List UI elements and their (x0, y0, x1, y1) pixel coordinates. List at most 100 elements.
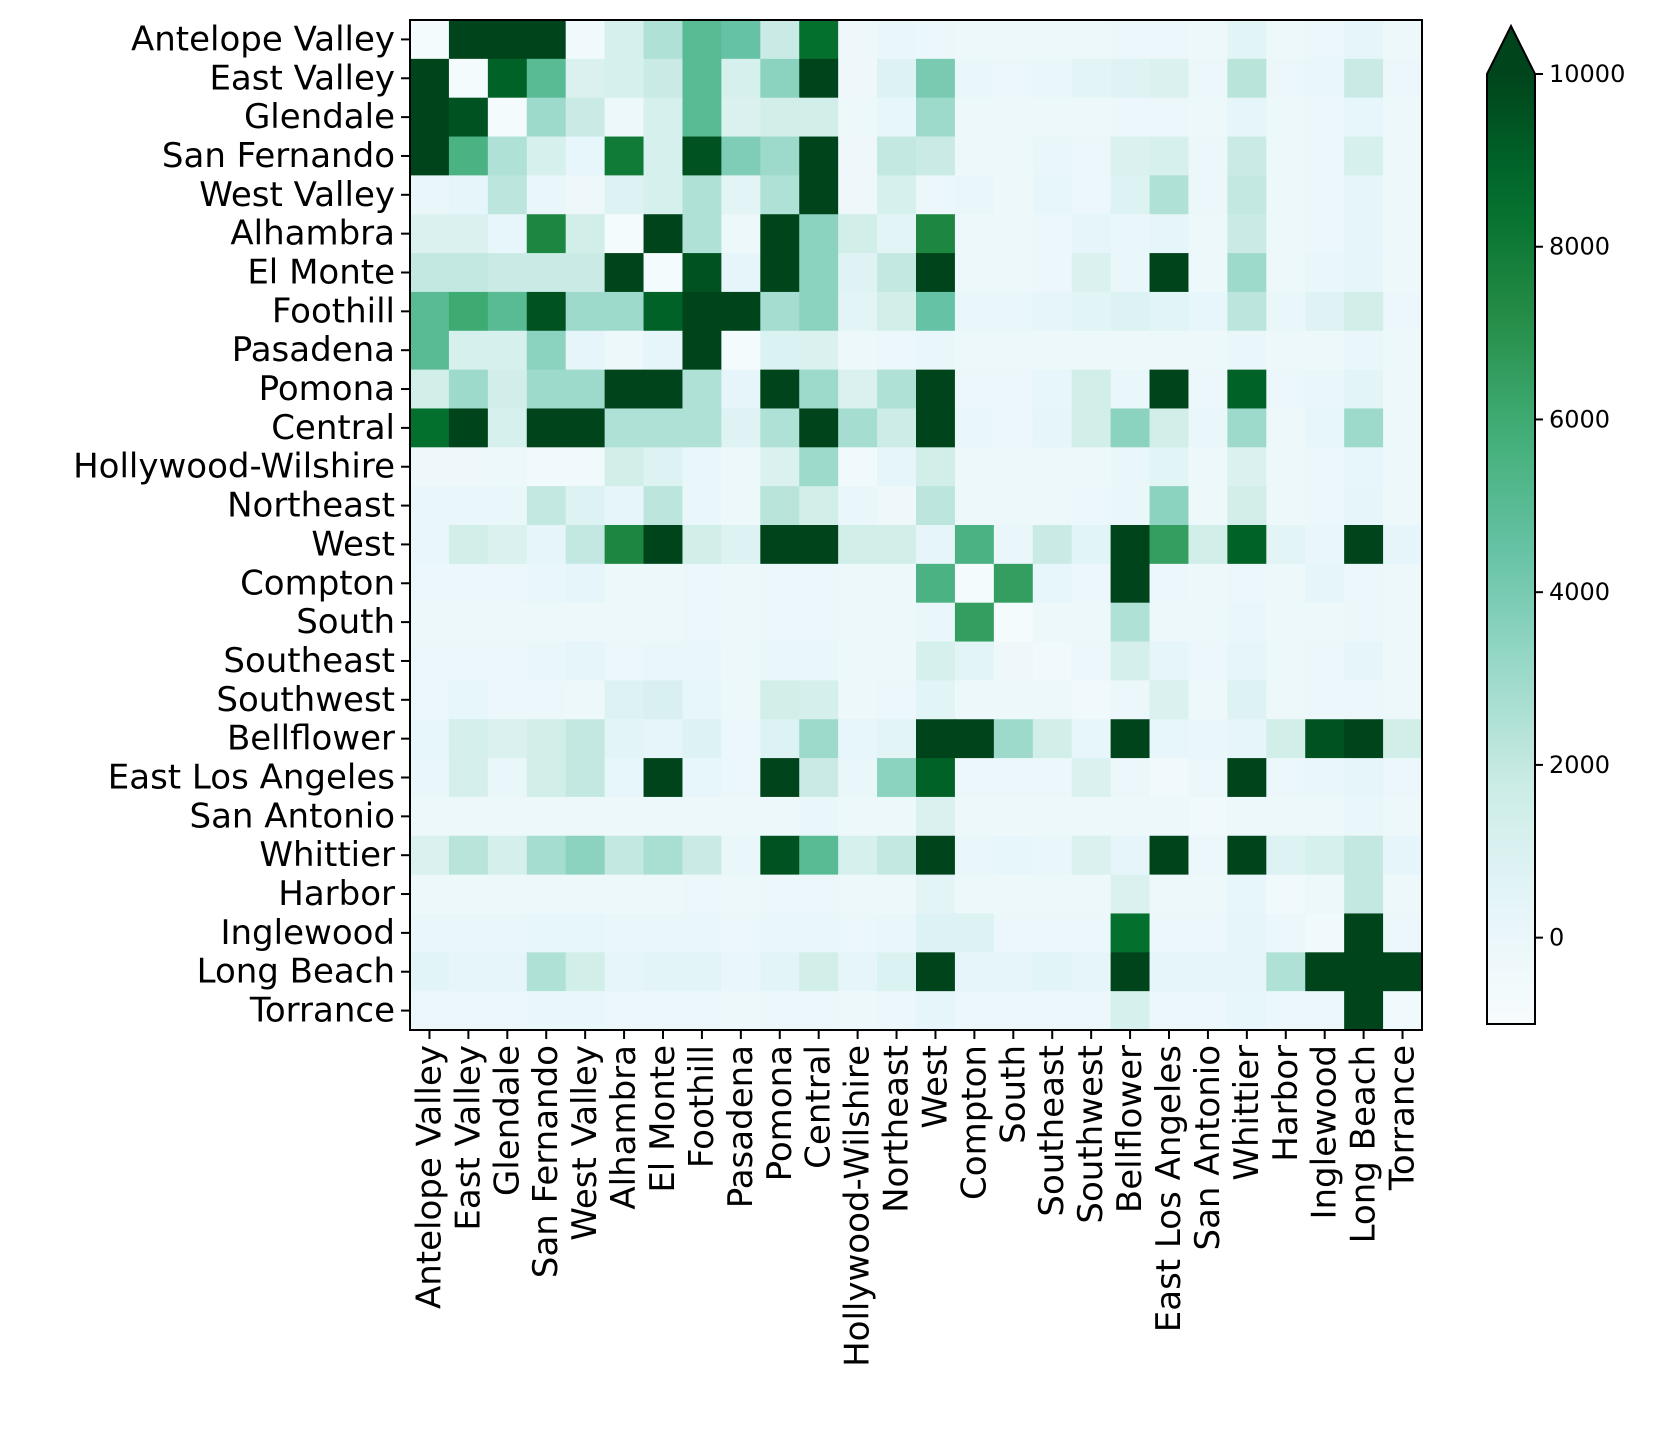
heatmap-cell-west-to-southeast (1032, 525, 1073, 565)
heatmap-cell-south-to-west (916, 602, 956, 643)
heatmap-cell-san-fernando-to-san-antonio (1188, 136, 1228, 176)
column-label-long-beach: Long Beach (1344, 1045, 1384, 1243)
heatmap-cell-northeast-to-glendale (487, 486, 528, 526)
heatmap-cell-east-los-angeles-to-south (993, 758, 1034, 798)
heatmap-cell-south-to-pomona (760, 602, 800, 643)
heatmap-cell-east-los-angeles-to-pasadena (721, 758, 761, 798)
heatmap-cell-san-antonio-to-inglewood (1305, 796, 1345, 837)
heatmap-cell-bellflower-to-hollywood-wilshire (838, 719, 878, 759)
heatmap-cell-northeast-to-west (916, 486, 956, 526)
heatmap-cell-inglewood-to-compton (954, 913, 995, 953)
heatmap-cell-west-to-el-monte (643, 525, 684, 565)
heatmap-cell-san-antonio-to-southwest (1071, 796, 1112, 837)
heatmap-cell-whittier-to-west-valley (565, 835, 606, 876)
row-label-pomona: Pomona (259, 369, 395, 409)
heatmap-cell-hollywood-wilshire-to-northeast (877, 447, 917, 487)
heatmap-cell-bellflower-to-torrance (1383, 719, 1423, 759)
heatmap-cell-san-antonio-to-alhambra (604, 796, 645, 837)
heatmap-cell-alhambra-to-inglewood (1305, 214, 1345, 254)
heatmap-cell-antelope-valley-to-glendale (487, 20, 528, 60)
heatmap-cell-central-to-alhambra (604, 408, 645, 448)
heatmap-cell-east-valley-to-compton (954, 58, 995, 99)
heatmap-cell-pomona-to-northeast (877, 369, 917, 410)
heatmap-cell-antelope-valley-to-alhambra (604, 20, 645, 60)
row-label-east-los-angeles: East Los Angeles (108, 758, 395, 798)
colorbar-tick-label: 2000 (1549, 751, 1610, 779)
heatmap-cell-east-los-angeles-to-west (916, 758, 956, 798)
heatmap-cell-south-to-bellflower (1110, 602, 1151, 643)
heatmap-cell-san-fernando-to-hollywood-wilshire (838, 136, 878, 176)
heatmap-cell-pomona-to-east-los-angeles (1149, 369, 1190, 410)
heatmap-cell-east-valley-to-southeast (1032, 58, 1073, 99)
heatmap-cell-hollywood-wilshire-to-west-valley (565, 447, 606, 487)
heatmap-cell-central-to-harbor (1266, 408, 1306, 448)
heatmap-cell-el-monte-to-el-monte (643, 253, 684, 293)
heatmap-cell-glendale-to-antelope-valley (410, 97, 450, 138)
heatmap-cell-glendale-to-alhambra (604, 97, 645, 138)
heatmap-cell-east-los-angeles-to-long-beach (1344, 758, 1384, 798)
heatmap-cell-south-to-san-antonio (1188, 602, 1228, 643)
heatmap-cell-foothill-to-alhambra (604, 291, 645, 332)
column-label-el-monte: El Monte (643, 1045, 683, 1193)
heatmap-cell-south-to-southeast (1032, 602, 1073, 643)
heatmap-cell-el-monte-to-pasadena (721, 253, 761, 293)
heatmap-cell-san-antonio-to-west-valley (565, 796, 606, 837)
heatmap-cell-northeast-to-compton (954, 486, 995, 526)
heatmap-cell-west-valley-to-harbor (1266, 175, 1306, 215)
heatmap-cell-central-to-inglewood (1305, 408, 1345, 448)
heatmap-cell-east-los-angeles-to-alhambra (604, 758, 645, 798)
heatmap-cell-bellflower-to-inglewood (1305, 719, 1345, 759)
heatmap-cell-antelope-valley-to-pomona (760, 20, 800, 60)
heatmap-cell-pasadena-to-foothill (682, 330, 722, 371)
heatmap-cell-glendale-to-east-valley (448, 97, 489, 138)
heatmap-cell-glendale-to-whittier (1227, 97, 1267, 138)
heatmap-cell-glendale-to-pomona (760, 97, 800, 138)
heatmap-cell-compton-to-central (799, 563, 839, 604)
heatmap-cell-harbor-to-antelope-valley (410, 874, 450, 915)
row-label-southeast: Southeast (223, 641, 395, 681)
heatmap-cell-hollywood-wilshire-to-alhambra (604, 447, 645, 487)
heatmap-cell-torrance-to-glendale (487, 991, 528, 1031)
heatmap-cell-san-fernando-to-long-beach (1344, 136, 1384, 176)
heatmap-cell-east-los-angeles-to-northeast (877, 758, 917, 798)
heatmap-cell-pomona-to-compton (954, 369, 995, 410)
column-label-west-valley: West Valley (565, 1045, 605, 1241)
column-label-southwest: Southwest (1071, 1045, 1111, 1224)
heatmap-cell-south-to-whittier (1227, 602, 1267, 643)
heatmap-cell-torrance-to-west (916, 991, 956, 1031)
heatmap-cell-southwest-to-compton (954, 680, 995, 720)
heatmap-cell-pomona-to-inglewood (1305, 369, 1345, 410)
heatmap-cell-harbor-to-southwest (1071, 874, 1112, 915)
heatmap-cell-long-beach-to-antelope-valley (410, 952, 450, 992)
heatmap-cell-northeast-to-torrance (1383, 486, 1423, 526)
heatmap-cell-glendale-to-hollywood-wilshire (838, 97, 878, 138)
heatmap-cell-south-to-inglewood (1305, 602, 1345, 643)
heatmap-cell-pasadena-to-el-monte (643, 330, 684, 371)
heatmap-cell-west-valley-to-san-fernando (526, 175, 567, 215)
heatmap-cell-torrance-to-west-valley (565, 991, 606, 1031)
heatmap-cell-central-to-southeast (1032, 408, 1073, 448)
row-label-bellflower: Bellflower (227, 719, 395, 759)
row-label-southwest: Southwest (216, 680, 395, 720)
heatmap-cell-torrance-to-southwest (1071, 991, 1112, 1031)
heatmap-cell-glendale-to-south (993, 97, 1034, 138)
heatmap-cell-compton-to-pasadena (721, 563, 761, 604)
heatmap-cell-southeast-to-torrance (1383, 641, 1423, 681)
heatmap-cell-whittier-to-northeast (877, 835, 917, 876)
heatmap-cell-pasadena-to-west (916, 330, 956, 371)
heatmap-cell-east-los-angeles-to-southwest (1071, 758, 1112, 798)
heatmap-cell-northeast-to-pasadena (721, 486, 761, 526)
heatmap-cell-bellflower-to-southwest (1071, 719, 1112, 759)
heatmap-cell-bellflower-to-bellflower (1110, 719, 1151, 759)
heatmap-cell-east-valley-to-long-beach (1344, 58, 1384, 99)
heatmap-cell-southeast-to-pomona (760, 641, 800, 681)
heatmap-cell-antelope-valley-to-northeast (877, 20, 917, 60)
heatmap-cell-compton-to-bellflower (1110, 563, 1151, 604)
heatmap-cell-glendale-to-long-beach (1344, 97, 1384, 138)
heatmap-cell-pomona-to-central (799, 369, 839, 410)
heatmap-cell-foothill-to-pomona (760, 291, 800, 332)
heatmap-cell-west-valley-to-south (993, 175, 1034, 215)
heatmap-cell-east-valley-to-central (799, 58, 839, 99)
heatmap-cell-pasadena-to-whittier (1227, 330, 1267, 371)
heatmap-cell-antelope-valley-to-inglewood (1305, 20, 1345, 60)
